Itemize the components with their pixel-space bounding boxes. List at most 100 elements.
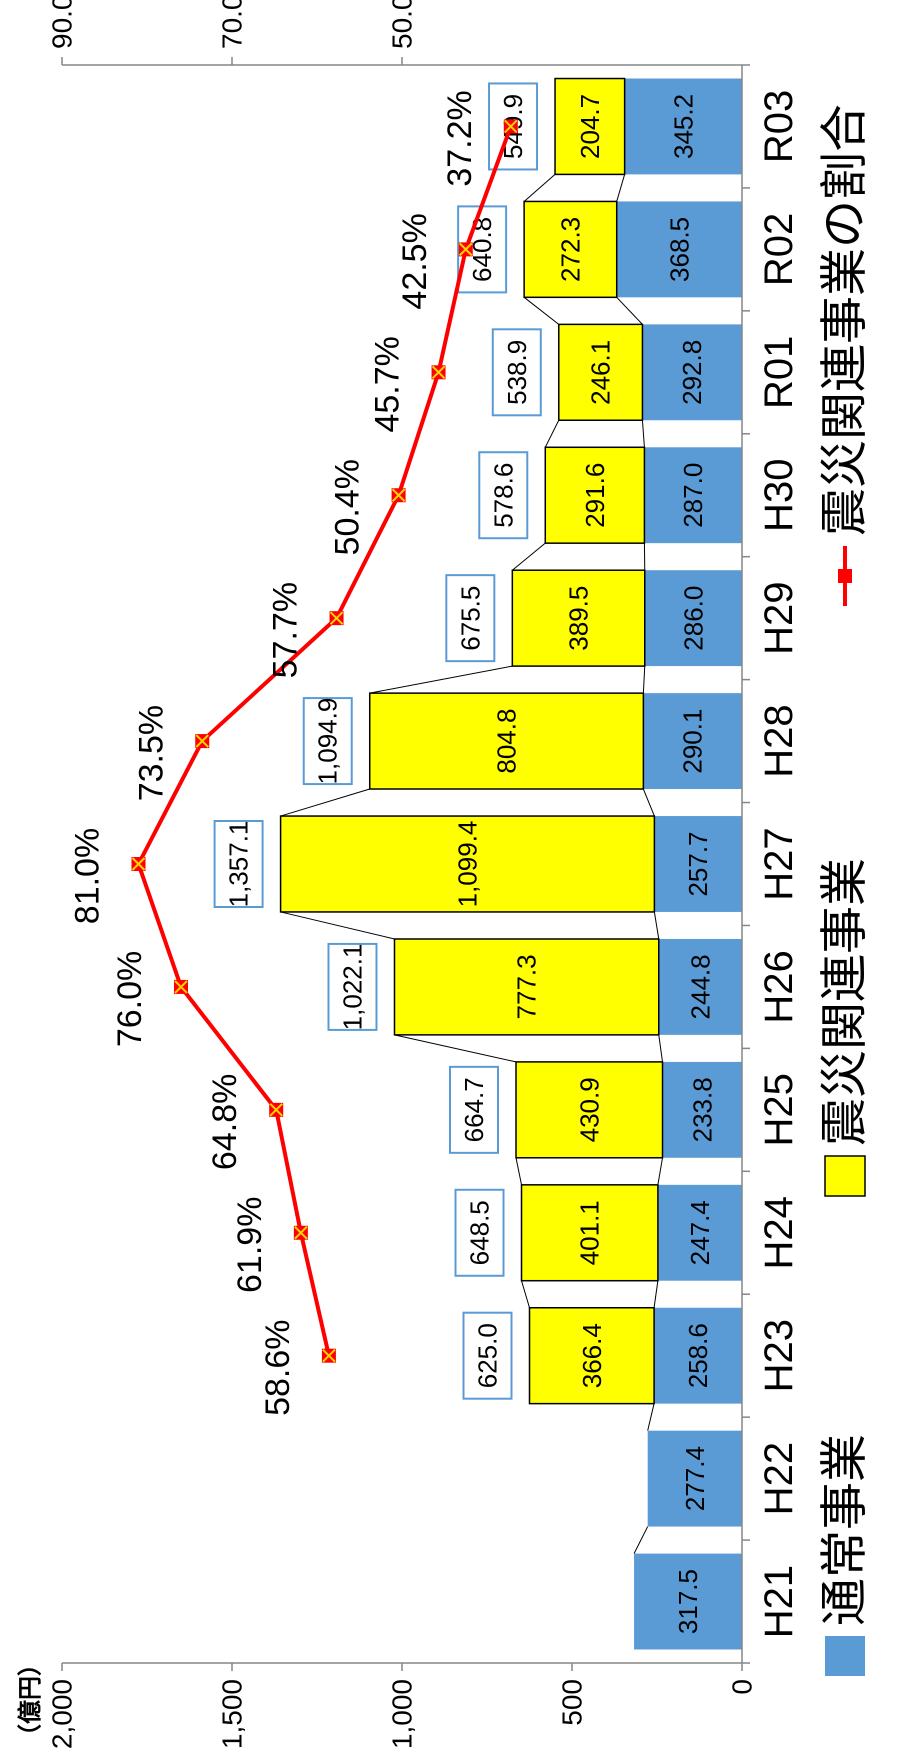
ratio-marker-cross: [322, 1348, 336, 1363]
quake-bar: [523, 200, 618, 299]
right-tick-label: 90.0%: [47, 0, 78, 49]
ratio-value-label: 45.7%: [369, 336, 407, 432]
quake-value-label: 430.9: [574, 1077, 604, 1142]
normal-value-label: 244.8: [685, 954, 715, 1019]
total-value-box: [491, 328, 542, 417]
x-tick-label: H29: [757, 581, 801, 654]
series-connector-line: [653, 1280, 659, 1308]
total-value-box: [478, 451, 529, 540]
quake-value-label: 777.3: [512, 954, 542, 1019]
series-connector-line: [616, 296, 643, 325]
normal-value-label: 258.6: [683, 1323, 713, 1388]
normal-value-label: 287.0: [678, 463, 708, 528]
total-value-box: [327, 942, 378, 1031]
ratio-marker-cross: [391, 488, 406, 502]
x-tick-label: H30: [757, 459, 801, 532]
ratio-value-label: 76.0%: [111, 951, 149, 1047]
ratio-marker-cross: [174, 980, 188, 994]
x-tick-label: H28: [757, 704, 801, 777]
ratio-value-label: 73.5%: [132, 705, 170, 801]
normal-bar: [644, 447, 742, 544]
normal-bar: [642, 324, 742, 421]
quake-bar: [511, 569, 646, 667]
ratio-marker-cross: [459, 242, 473, 257]
quake-bar: [544, 446, 646, 544]
normal-bar: [624, 78, 743, 175]
normal-value-label: 233.8: [687, 1077, 717, 1142]
ratio-value-label: 58.6%: [259, 1319, 297, 1415]
normal-bar: [658, 938, 743, 1035]
total-value-label: 675.5: [455, 586, 485, 651]
normal-bar: [634, 1553, 742, 1650]
normal-bar: [647, 1430, 743, 1527]
legend-normal-swatch: [825, 1636, 865, 1676]
x-tick-label: R03: [757, 90, 801, 163]
legend-ratio-marker: [838, 569, 852, 583]
quake-value-label: 389.5: [564, 586, 594, 651]
quake-value-label: 204.7: [575, 94, 605, 159]
total-value-label: 625.0: [473, 1323, 503, 1388]
ratio-marker-cross: [431, 365, 446, 380]
x-tick-label: R02: [757, 213, 801, 286]
total-value-box: [454, 1188, 505, 1277]
normal-value-label: 277.4: [680, 1446, 710, 1511]
quake-value-label: 366.4: [577, 1323, 607, 1388]
ratio-value-label: 64.8%: [206, 1074, 244, 1170]
total-value-label: 664.7: [459, 1077, 489, 1142]
left-tick-label: 500: [557, 1679, 588, 1726]
series-connector-line: [515, 1157, 522, 1185]
x-tick-label: R01: [757, 336, 801, 409]
series-connector-line: [280, 911, 395, 940]
series-connector-line: [658, 1034, 664, 1062]
normal-value-label: 286.0: [678, 586, 708, 651]
total-value-label: 648.5: [465, 1200, 495, 1265]
normal-bar: [654, 816, 743, 912]
right-tick-label: 70.0%: [217, 0, 248, 49]
normal-value-label: 368.5: [664, 217, 694, 282]
ratio-marker-cross: [131, 857, 146, 871]
quake-bar: [393, 938, 660, 1036]
ratio-value-label: 57.7%: [267, 582, 305, 678]
series-connector-line: [512, 542, 546, 571]
series-connector-line: [523, 296, 560, 325]
total-value-label: 538.9: [502, 340, 532, 405]
normal-bar: [657, 1184, 742, 1281]
left-tick-label: 1,000: [387, 1679, 418, 1749]
ratio-marker-cross: [269, 1103, 283, 1117]
quake-bar: [520, 1184, 659, 1282]
series-connector-line: [657, 1157, 664, 1185]
series-connector-line: [642, 666, 646, 694]
legend-normal-label: 通常事業: [819, 1434, 872, 1626]
normal-bar: [644, 570, 743, 667]
series-connector-line: [653, 911, 660, 940]
quake-bar: [554, 77, 626, 176]
quake-value-label: 1,099.4: [452, 821, 482, 908]
quake-bar: [528, 1307, 655, 1405]
normal-value-label: 292.8: [677, 340, 707, 405]
legend-quake-label: 震災関連事業: [819, 858, 872, 1146]
ratio-value-label: 61.9%: [231, 1197, 269, 1293]
right-tick-label: 50.0%: [387, 0, 418, 49]
series-connector-line: [616, 174, 626, 202]
series-connector-line: [369, 665, 513, 694]
series-connector-line: [280, 788, 370, 817]
ratio-value-label: 42.5%: [396, 213, 434, 309]
series-connector-line: [642, 788, 655, 817]
normal-value-label: 345.2: [668, 94, 698, 159]
left-tick-label: 0: [727, 1679, 758, 1695]
normal-value-label: 290.1: [678, 709, 708, 774]
ratio-value-label: 37.2%: [441, 90, 479, 186]
series-connector-line: [647, 1403, 655, 1431]
left-tick-label: 1,500: [217, 1679, 248, 1749]
x-tick-label: H26: [757, 950, 801, 1023]
quake-bar: [368, 692, 645, 790]
x-tick-label: H27: [757, 827, 801, 900]
total-value-label: 1,022.1: [337, 944, 367, 1031]
ratio-value-label: 81.0%: [69, 828, 107, 924]
normal-bar: [654, 1307, 742, 1404]
total-value-label: 1,094.9: [313, 698, 343, 785]
legend-quake-swatch: [824, 1155, 866, 1197]
